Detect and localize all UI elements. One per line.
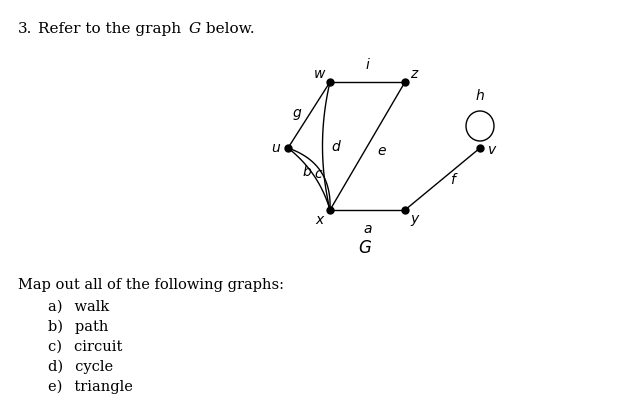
Text: $e$: $e$ xyxy=(377,144,386,158)
Text: 3.: 3. xyxy=(18,22,32,36)
Text: $x$: $x$ xyxy=(315,213,325,227)
Text: $i$: $i$ xyxy=(365,57,370,72)
Text: e)  triangle: e) triangle xyxy=(48,380,133,394)
Text: $c$: $c$ xyxy=(314,167,324,181)
Text: b)  path: b) path xyxy=(48,320,108,335)
Text: $g$: $g$ xyxy=(292,107,302,123)
Text: below.: below. xyxy=(201,22,254,36)
Text: $z$: $z$ xyxy=(410,67,420,81)
Text: G: G xyxy=(189,22,201,36)
Text: $G$: $G$ xyxy=(358,240,372,257)
Text: d)  cycle: d) cycle xyxy=(48,360,113,374)
Text: $w$: $w$ xyxy=(314,67,327,81)
Text: $h$: $h$ xyxy=(475,88,485,103)
Text: $d$: $d$ xyxy=(331,139,342,154)
Text: $f$: $f$ xyxy=(450,171,459,186)
Text: $y$: $y$ xyxy=(410,212,421,228)
Text: c)  circuit: c) circuit xyxy=(48,340,122,354)
Text: $v$: $v$ xyxy=(487,143,497,157)
Text: $u$: $u$ xyxy=(271,141,281,155)
Text: Refer to the graph: Refer to the graph xyxy=(38,22,186,36)
Text: $a$: $a$ xyxy=(363,222,372,236)
Text: a)  walk: a) walk xyxy=(48,300,109,314)
Text: $b$: $b$ xyxy=(302,164,312,179)
Text: Map out all of the following graphs:: Map out all of the following graphs: xyxy=(18,278,284,292)
